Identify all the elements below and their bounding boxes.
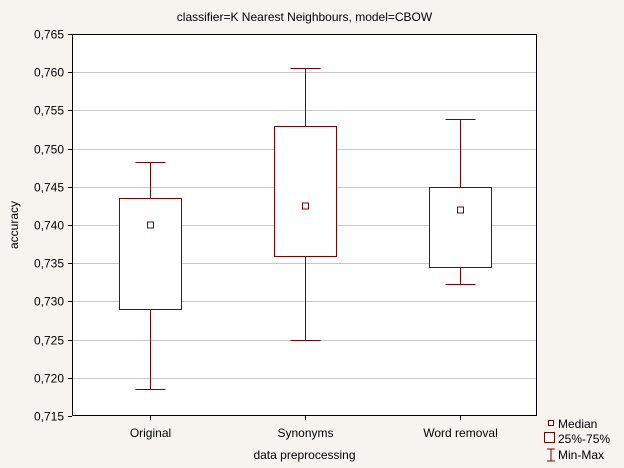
median-legend-icon xyxy=(548,420,554,426)
y-tick-label: 0,760 xyxy=(34,66,64,80)
iqr-box xyxy=(119,198,182,310)
y-tick-label: 0,740 xyxy=(34,219,64,233)
plot-frame xyxy=(72,34,537,416)
box-legend-icon xyxy=(544,432,555,443)
y-tick-label: 0,715 xyxy=(34,410,64,424)
y-axis-title: accuracy xyxy=(7,201,21,249)
chart-title: classifier=K Nearest Neighbours, model=C… xyxy=(177,10,433,24)
legend-label: Min-Max xyxy=(558,448,604,462)
y-ticks: 0,715 0,720 0,725 0,730 0,735 0,740 0,745 0,750… xyxy=(34,28,72,424)
y-tick-label: 0,735 xyxy=(34,257,64,271)
y-tick-label: 0,750 xyxy=(34,143,64,157)
boxes xyxy=(119,68,492,390)
x-categories: Original Synonyms Word removal xyxy=(130,416,498,440)
x-category-label: Word removal xyxy=(423,426,497,440)
x-axis-title: data preprocessing xyxy=(253,448,355,462)
iqr-box xyxy=(429,187,492,268)
legend-label: 25%-75% xyxy=(558,432,610,446)
y-tick-label: 0,725 xyxy=(34,334,64,348)
x-category-label: Synonyms xyxy=(277,426,333,440)
x-category-label: Original xyxy=(130,426,171,440)
median-marker xyxy=(457,206,464,214)
median-marker xyxy=(147,221,154,229)
box-group xyxy=(119,162,182,390)
median-marker xyxy=(302,202,309,210)
y-tick-label: 0,755 xyxy=(34,104,64,118)
legend-label: Median xyxy=(558,417,597,431)
y-tick-label: 0,765 xyxy=(34,28,64,42)
y-tick-label: 0,720 xyxy=(34,372,64,386)
y-tick-label: 0,730 xyxy=(34,295,64,309)
box-group xyxy=(429,119,492,285)
iqr-box xyxy=(274,126,337,257)
box-group xyxy=(274,68,337,341)
y-tick-label: 0,745 xyxy=(34,181,64,195)
